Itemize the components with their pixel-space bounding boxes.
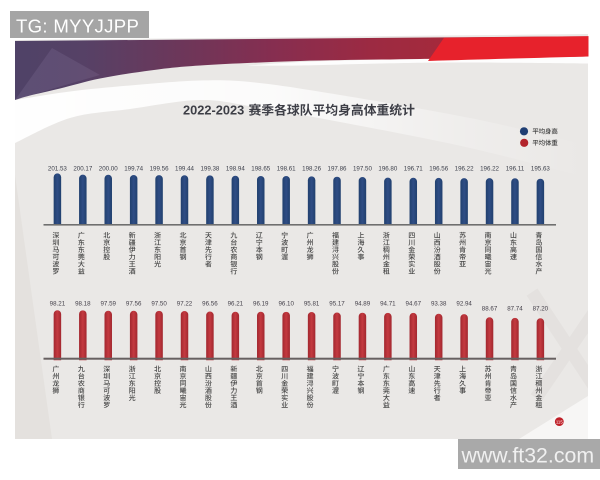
svg-text:199.38: 199.38 bbox=[200, 166, 219, 173]
svg-text:196.22: 196.22 bbox=[455, 166, 474, 173]
svg-text:92.94: 92.94 bbox=[456, 300, 472, 307]
svg-text:198.94: 198.94 bbox=[226, 166, 245, 173]
svg-text:197.50: 197.50 bbox=[353, 166, 372, 173]
svg-text:97.56: 97.56 bbox=[126, 300, 142, 307]
svg-text:200.00: 200.00 bbox=[99, 166, 118, 173]
svg-text:93.38: 93.38 bbox=[431, 300, 447, 307]
svg-text:200.17: 200.17 bbox=[73, 166, 92, 173]
svg-text:TG: MYYJJPP: TG: MYYJJPP bbox=[16, 15, 139, 36]
svg-text:198.26: 198.26 bbox=[302, 166, 321, 173]
svg-text:196.71: 196.71 bbox=[404, 166, 423, 173]
svg-text:201.53: 201.53 bbox=[48, 166, 67, 173]
svg-text:196.11: 196.11 bbox=[506, 166, 525, 173]
svg-text:199.44: 199.44 bbox=[175, 166, 194, 173]
svg-text:94.89: 94.89 bbox=[355, 300, 371, 307]
svg-text:198.61: 198.61 bbox=[277, 166, 296, 173]
svg-text:97.22: 97.22 bbox=[177, 300, 193, 307]
svg-text:196.80: 196.80 bbox=[378, 166, 397, 173]
svg-text:95.81: 95.81 bbox=[304, 300, 320, 307]
svg-text:199.56: 199.56 bbox=[150, 166, 169, 173]
svg-text:196.56: 196.56 bbox=[429, 166, 448, 173]
svg-text:96.19: 96.19 bbox=[253, 300, 269, 307]
svg-text:87.20: 87.20 bbox=[533, 305, 549, 312]
svg-text:196.22: 196.22 bbox=[480, 166, 499, 173]
svg-text:95.17: 95.17 bbox=[329, 300, 345, 307]
svg-text:97.50: 97.50 bbox=[151, 300, 167, 307]
svg-text:199.74: 199.74 bbox=[124, 166, 143, 173]
svg-text:2022-2023: 2022-2023 bbox=[183, 103, 244, 118]
svg-text:198.65: 198.65 bbox=[251, 166, 270, 173]
svg-text:94.67: 94.67 bbox=[406, 300, 422, 307]
svg-text:94.71: 94.71 bbox=[380, 300, 396, 307]
svg-text:88.67: 88.67 bbox=[482, 305, 498, 312]
svg-text:98.21: 98.21 bbox=[50, 300, 66, 307]
svg-text:96.21: 96.21 bbox=[228, 300, 244, 307]
svg-text:96.10: 96.10 bbox=[278, 300, 294, 307]
svg-text:195.63: 195.63 bbox=[531, 166, 550, 173]
svg-text:87.74: 87.74 bbox=[507, 305, 523, 312]
svg-text:197.86: 197.86 bbox=[328, 166, 347, 173]
svg-text:www.ft32.com: www.ft32.com bbox=[461, 444, 595, 468]
svg-text:97.59: 97.59 bbox=[100, 300, 116, 307]
svg-text:115: 115 bbox=[556, 419, 563, 424]
svg-text:96.56: 96.56 bbox=[202, 300, 218, 307]
svg-text:98.18: 98.18 bbox=[75, 300, 91, 307]
